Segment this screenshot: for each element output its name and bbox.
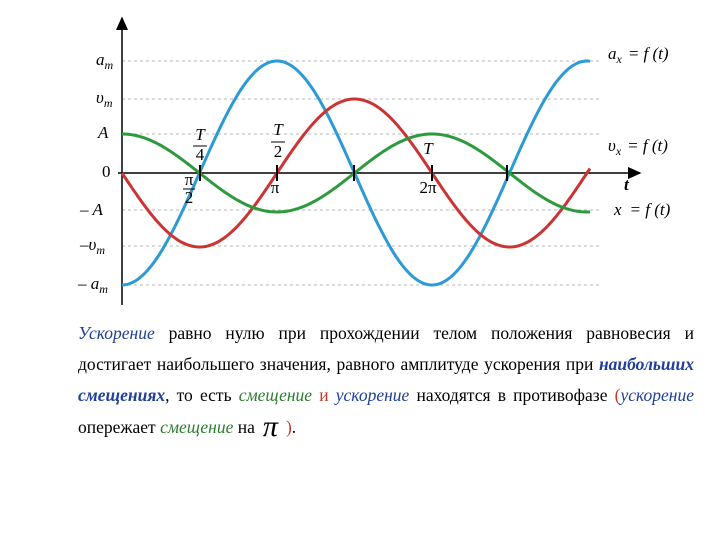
y-label: A [97, 123, 109, 142]
text-span: и [312, 385, 336, 405]
text-span: ускорение [335, 385, 410, 405]
text-span: , то есть [165, 385, 239, 405]
curve-label: ax = f (t) [608, 44, 669, 66]
curve-label: x = f (t) [613, 200, 671, 219]
text-span: . [291, 417, 297, 437]
text-span: смещение [160, 417, 234, 437]
text-span: равно нулю при прохождении телом положен… [78, 323, 694, 374]
y-label: 0 [102, 162, 111, 181]
text-span: опережает [78, 417, 161, 437]
y-label: – A [79, 200, 103, 219]
y-label: υm [96, 88, 113, 110]
axis-label: t [624, 175, 630, 194]
time-tick: 2 [274, 142, 283, 161]
text-span: смещение [238, 385, 313, 405]
time-tick: T [423, 139, 434, 158]
phase-tick: π [185, 170, 194, 189]
text-span: находятся в противофазе [409, 385, 615, 405]
time-tick: T [273, 120, 284, 139]
y-label: –υm [79, 235, 105, 257]
curve-label: υx = f (t) [608, 136, 668, 158]
phase-tick: π [271, 178, 280, 197]
graph: am υm A 0 – A –υm – am ax = f (t) υx = f (… [77, 16, 671, 305]
time-tick: 4 [196, 145, 205, 164]
time-tick: T [195, 125, 206, 144]
paragraph: Ускорение равно нулю при прохождении тел… [78, 318, 694, 443]
phase-tick: 2π [419, 178, 437, 197]
text-span: на [233, 417, 255, 437]
y-label: am [96, 50, 114, 72]
text-span: наибольших смещениях [78, 354, 694, 405]
text-span: ускорение [620, 385, 694, 405]
y-label: – am [77, 274, 108, 296]
text-span: ) [285, 417, 292, 437]
pi-symbol: π [262, 410, 278, 443]
text-span: Ускорение [78, 323, 155, 343]
phase-tick: 2 [185, 188, 194, 207]
text-span: ( [614, 385, 621, 405]
curve [120, 97, 592, 249]
